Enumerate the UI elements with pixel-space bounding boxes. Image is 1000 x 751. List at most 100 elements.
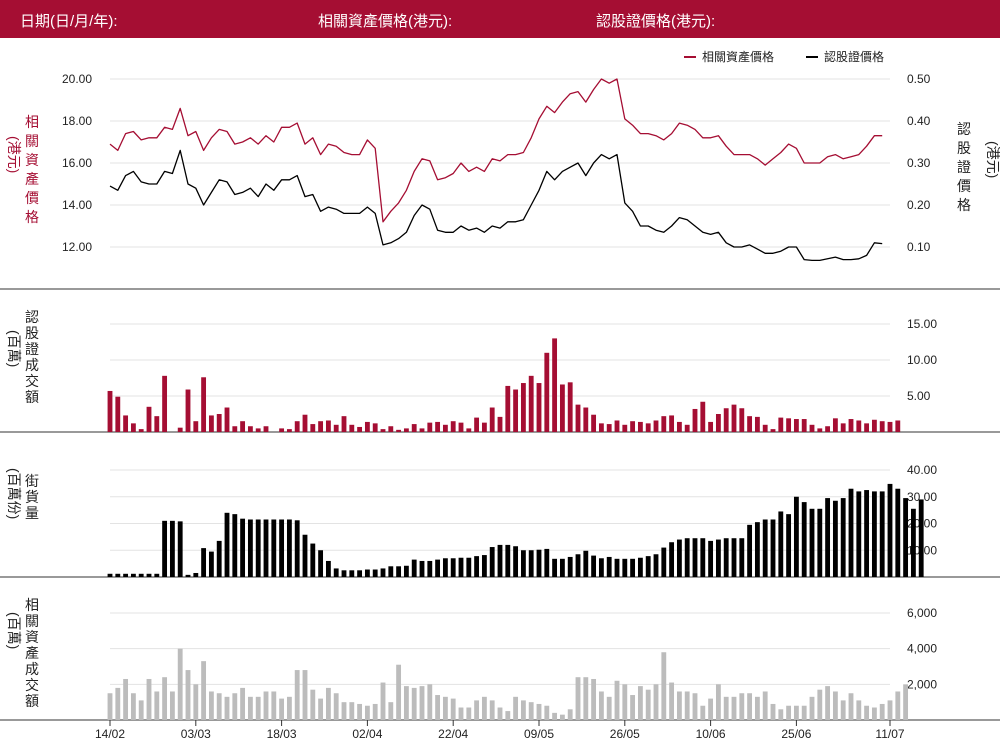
outstanding-bar [208, 551, 214, 577]
underlying_turnover-bar [536, 703, 542, 720]
underlying_turnover-bar [864, 705, 870, 720]
underlying_turnover-bar [388, 702, 394, 720]
underlying_turnover-bar [232, 693, 238, 720]
underlying_turnover-bar [333, 693, 339, 720]
underlying_turnover-bar [240, 687, 246, 720]
warrant_turnover-bar [177, 427, 183, 432]
warrant_turnover-bar [762, 424, 768, 432]
underlying_turnover-bar [583, 677, 589, 720]
warrant_turnover-bar [832, 418, 838, 432]
outstanding-bar [903, 498, 909, 577]
outstanding-bar [583, 550, 589, 577]
underlying_turnover-bar [154, 691, 160, 720]
warrant_turnover-bar [793, 419, 799, 432]
outstanding-bar [458, 557, 464, 577]
outstanding-bar [871, 491, 877, 577]
underlying_turnover-bar [325, 687, 331, 720]
warrant_turnover-bar [622, 424, 628, 432]
warrant_turnover-bar [879, 421, 885, 432]
outstanding-tick-label: 30.00 [907, 490, 937, 504]
x-tick-label: 14/02 [95, 727, 125, 741]
price-right-axis-char: 股 [957, 140, 971, 156]
price-right-tick-label: 0.40 [907, 114, 931, 128]
underlying_turnover-bar [895, 691, 901, 720]
outstanding-bar [442, 558, 448, 577]
outstanding-bar [598, 558, 604, 577]
outstanding-bar [481, 555, 487, 577]
outstanding-bar [653, 554, 659, 577]
outstanding-bar [591, 555, 597, 577]
warrant_turnover-bar [279, 428, 285, 432]
x-tick-label: 02/04 [352, 727, 382, 741]
outstanding-bar [294, 520, 300, 577]
outstanding-bar [676, 539, 682, 577]
underlying_turnover-bar [700, 705, 706, 720]
outstanding-bar [786, 514, 792, 577]
underlying_turnover-bar [645, 689, 651, 720]
outstanding-bar [435, 559, 441, 577]
outstanding-bar [544, 548, 550, 577]
warrant_turnover-bar [310, 424, 316, 432]
underlying_turnover-bar [505, 711, 511, 720]
underlying_turnover-bar [115, 687, 121, 720]
outstanding-bar [848, 488, 854, 577]
warrant_turnover-bar [216, 414, 222, 432]
underlying_turnover-bar [809, 696, 815, 720]
outstanding-bar [723, 538, 729, 577]
outstanding-bar [809, 508, 815, 577]
outstanding-axis-label: 街貨量(百萬份) [6, 468, 39, 521]
warrant_turnover-bar [614, 420, 620, 432]
price-left-axis-char: 格 [25, 209, 39, 225]
underlying_turnover-bar [552, 712, 558, 720]
warrant_turnover-axis-unit: (百萬) [6, 330, 22, 367]
price-left-axis-unit: (港元) [6, 136, 22, 173]
underlying_turnover-bar [622, 684, 628, 720]
outstanding-bar [637, 557, 643, 577]
warrant_turnover-bar [442, 424, 448, 432]
outstanding-bar [232, 514, 238, 577]
underlying_turnover-bar [279, 698, 285, 720]
warrant_turnover-bar [325, 420, 331, 432]
outstanding-bar [731, 538, 737, 577]
outstanding-bar [318, 550, 324, 577]
outstanding-bar [396, 566, 402, 577]
outstanding-bar [793, 496, 799, 577]
warrant_turnover-bar [637, 421, 643, 432]
underlying_turnover-bar [754, 696, 760, 720]
x-tick-label: 25/06 [781, 727, 811, 741]
underlying_turnover-bar [247, 696, 253, 720]
warrant_turnover-bar [138, 429, 144, 432]
underlying_turnover-bar [255, 696, 261, 720]
underlying_turnover-tick-label: 4,000 [907, 642, 937, 656]
warrant_turnover-tick-label: 10.00 [907, 353, 937, 367]
outstanding-tick-label: 40.00 [907, 463, 937, 477]
outstanding-bar [325, 560, 331, 577]
underlying_turnover-bar [856, 700, 862, 720]
outstanding-bar [146, 573, 152, 577]
x-tick-label: 18/03 [267, 727, 297, 741]
underlying_turnover-bar [435, 695, 441, 720]
warrant_turnover-bar [676, 421, 682, 432]
underlying_turnover-bar [520, 700, 526, 720]
underlying_turnover-bar [832, 691, 838, 720]
underlying_turnover-bar [396, 664, 402, 720]
warrant_turnover-bar [411, 424, 417, 432]
underlying_turnover-bar [403, 686, 409, 720]
underlying_turnover-bar [840, 700, 846, 720]
outstanding-bar [879, 491, 885, 577]
outstanding-bar [286, 519, 292, 577]
warrant_turnover-bar [403, 428, 409, 432]
warrant_turnover-bar [895, 420, 901, 432]
warrant_turnover-bar [739, 408, 745, 432]
price-right-axis-label: 認股證價格 (港元) [957, 121, 1000, 213]
outstanding-bar [910, 508, 916, 577]
warrant_turnover-bar [255, 428, 261, 432]
underlying_turnover-bar [294, 670, 300, 720]
outstanding-bar [575, 554, 581, 577]
underlying_turnover-bar [442, 696, 448, 720]
warrant_turnover-bar [474, 417, 480, 432]
underlying_turnover-axis-char: 產 [25, 645, 39, 661]
outstanding-bar [536, 549, 542, 577]
